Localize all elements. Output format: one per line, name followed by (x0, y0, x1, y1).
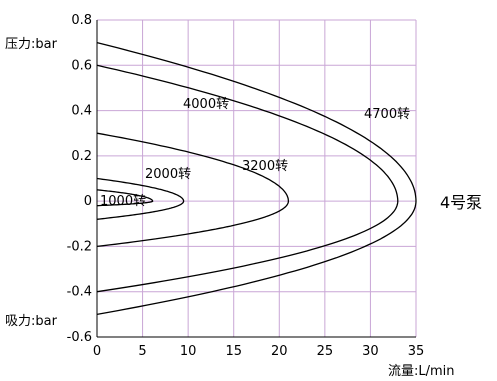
y-tick-label-0.2: 0.2 (71, 149, 92, 164)
curve-1000转 (96, 177, 185, 220)
y-tick-label--0.4: -0.4 (67, 285, 92, 300)
y-tick-label-0.6: 0.6 (71, 58, 92, 73)
tick-labels: 0 5 10 15 20 25 30 35 0.8 0.6 0.4 0.2 0 -0.2 -0.4 -0.6 (67, 13, 425, 359)
x-tick-label-0: 0 (93, 344, 101, 359)
curve-2000转 (96, 132, 290, 248)
y-tick-label--0.2: -0.2 (67, 239, 92, 254)
y-tick-label--0.6: -0.6 (67, 330, 92, 345)
x-tick-label-10: 10 (180, 344, 197, 359)
y-tick-label-0.4: 0.4 (71, 104, 92, 119)
curve-3200转 (96, 64, 399, 293)
x-tick-label-15: 15 (225, 344, 242, 359)
x-tick-label-5: 5 (138, 344, 146, 359)
y-tick-label-0.8: 0.8 (71, 13, 92, 28)
y-tick-label-0: 0 (84, 194, 92, 209)
grid-lines (96, 19, 417, 338)
curve-label-4000: 4000转 (183, 97, 229, 112)
curve-4000转 (96, 41, 417, 316)
suction-label: 吸力:bar (5, 314, 58, 329)
pressure-label: 压力:bar (5, 37, 58, 52)
x-axis-label: 流量:L/min (388, 364, 455, 379)
x-tick-label-20: 20 (271, 344, 288, 359)
x-tick-label-35: 35 (408, 344, 425, 359)
curve-label-3200: 3200转 (242, 159, 288, 174)
pump-label: 4号泵 (440, 193, 482, 212)
curves (96, 41, 417, 316)
curve-label-1000: 1000转 (100, 194, 146, 209)
x-tick-label-25: 25 (317, 344, 334, 359)
curve-label-4700: 4700转 (364, 107, 410, 122)
curve-4700转 (96, 189, 154, 207)
curve-label-2000: 2000转 (145, 167, 191, 182)
x-tick-label-30: 30 (362, 344, 379, 359)
